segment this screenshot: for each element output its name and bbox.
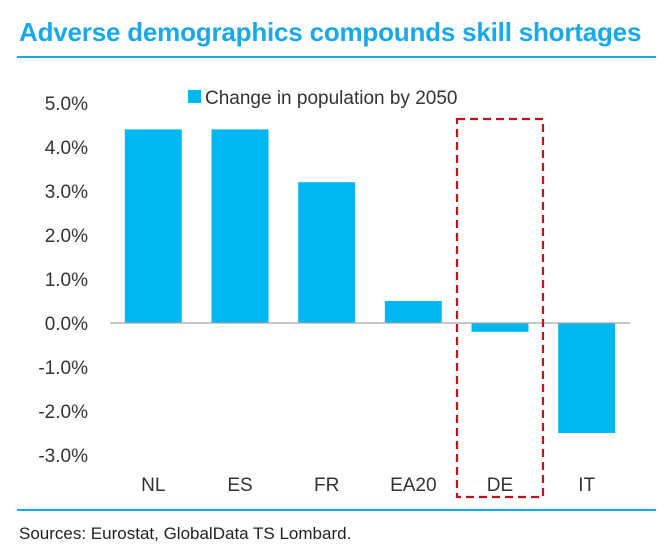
bar-chart: Change in population by 2050 5.0% 4.0% 3.0… (38, 88, 630, 499)
bars (124, 129, 616, 433)
footer-divider (17, 509, 656, 511)
bar-es (211, 129, 269, 323)
y-tick-label: 5.0% (45, 94, 88, 115)
highlight-box-de (455, 117, 545, 499)
x-axis: NL ES FR EA20 DE IT (141, 475, 595, 496)
bar-nl (124, 129, 182, 323)
y-tick-label: -1.0% (38, 358, 88, 379)
chart-title: Adverse demographics compounds skill sho… (19, 17, 642, 47)
x-tick-label: DE (487, 475, 513, 496)
bar-ea20 (384, 301, 442, 323)
bar-fr (298, 182, 356, 323)
legend-label: Change in population by 2050 (205, 88, 457, 109)
y-tick-label: 0.0% (45, 314, 88, 335)
legend: Change in population by 2050 (188, 88, 457, 109)
title-divider (17, 56, 656, 58)
y-tick-label: 4.0% (45, 138, 88, 159)
y-tick-label: -2.0% (38, 402, 88, 423)
y-tick-label: 3.0% (45, 182, 88, 203)
source-note: Sources: Eurostat, GlobalData TS Lombard… (19, 524, 352, 543)
bar-de (471, 323, 529, 332)
bar-it (558, 323, 616, 433)
x-tick-label: ES (227, 475, 252, 496)
x-tick-label: NL (141, 475, 165, 496)
y-axis: 5.0% 4.0% 3.0% 2.0% 1.0% 0.0% -1.0% -2.0% -3.0% (38, 94, 88, 467)
y-tick-label: 1.0% (45, 270, 88, 291)
x-tick-label: IT (578, 475, 595, 496)
y-tick-label: -3.0% (38, 446, 88, 467)
legend-swatch (188, 90, 201, 103)
y-tick-label: 2.0% (45, 226, 88, 247)
x-tick-label: FR (314, 475, 339, 496)
x-tick-label: EA20 (390, 475, 436, 496)
